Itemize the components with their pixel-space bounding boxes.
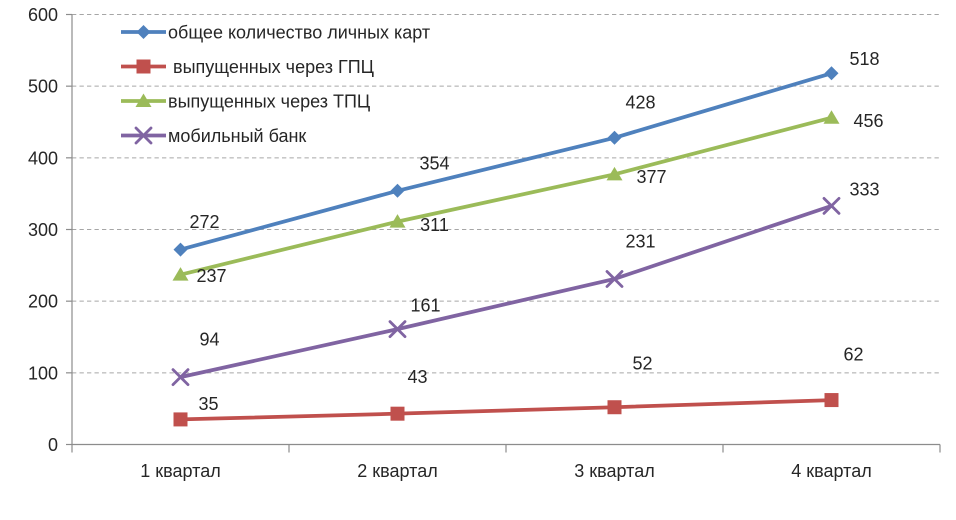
y-tick-label: 400 bbox=[28, 148, 58, 168]
data-label: 377 bbox=[636, 167, 666, 187]
data-label: 272 bbox=[189, 212, 219, 232]
triangle-marker-icon bbox=[172, 267, 189, 281]
data-label: 456 bbox=[853, 111, 883, 131]
legend-item: мобильный банк bbox=[121, 126, 306, 146]
x-marker-icon bbox=[822, 196, 841, 215]
data-label: 428 bbox=[625, 92, 655, 112]
legend-label: выпущенных через ГПЦ bbox=[168, 57, 374, 77]
data-label: 231 bbox=[625, 231, 655, 251]
gridlines bbox=[72, 14, 940, 374]
series-line-triangle bbox=[180, 115, 832, 277]
data-labels: 272 354 428 518 35 43 52 62 237 311 377 456 94 161 231… bbox=[189, 49, 883, 414]
y-tick-label: 300 bbox=[28, 220, 58, 240]
y-tick-label: 500 bbox=[28, 77, 58, 97]
legend-item: общее количество личных карт bbox=[121, 23, 430, 43]
axes bbox=[66, 13, 941, 453]
y-tick-label: 600 bbox=[28, 5, 58, 25]
data-label: 94 bbox=[199, 330, 219, 350]
x-marker-icon bbox=[171, 368, 190, 387]
x-tick-label: 4 квартал bbox=[791, 461, 871, 481]
x-tick-label: 1 квартал bbox=[140, 461, 220, 481]
data-label: 35 bbox=[198, 394, 218, 414]
x-tick-label: 2 квартал bbox=[357, 461, 437, 481]
x-tick-label: 3 квартал bbox=[574, 461, 654, 481]
square-marker-icon bbox=[824, 393, 839, 408]
diamond-marker-icon bbox=[824, 66, 839, 81]
series-line-diamond bbox=[180, 71, 833, 252]
data-label: 237 bbox=[196, 266, 226, 286]
data-label: 311 bbox=[420, 215, 449, 235]
series-markers-triangle bbox=[172, 110, 840, 281]
legend-label: мобильный банк bbox=[168, 126, 306, 146]
legend-square-icon bbox=[136, 59, 151, 74]
legend: общее количество личных карт выпущенных … bbox=[121, 23, 430, 146]
legend-label: выпущенных через ТПЦ bbox=[168, 92, 370, 112]
square-marker-icon bbox=[390, 406, 405, 421]
data-label: 62 bbox=[843, 345, 863, 365]
legend-item: выпущенных через ТПЦ bbox=[121, 92, 370, 112]
y-tick-label: 100 bbox=[28, 363, 58, 383]
legend-item: выпущенных через ГПЦ bbox=[121, 57, 374, 77]
data-label: 333 bbox=[849, 179, 879, 199]
diamond-marker-icon bbox=[390, 183, 405, 198]
legend-label: общее количество личных карт bbox=[168, 23, 430, 43]
series-markers-diamond bbox=[173, 66, 839, 257]
x-axis-labels: 1 квартал 2 квартал 3 квартал 4 квартал bbox=[140, 461, 871, 481]
series-line-square bbox=[180, 398, 832, 422]
legend-diamond-icon bbox=[136, 25, 151, 39]
diamond-marker-icon bbox=[607, 130, 622, 145]
triangle-marker-icon bbox=[389, 214, 406, 228]
triangle-marker-icon bbox=[823, 110, 840, 124]
series-markers-x bbox=[171, 196, 841, 387]
series-line-x bbox=[180, 204, 833, 379]
data-label: 354 bbox=[419, 153, 449, 173]
data-label: 161 bbox=[410, 296, 440, 316]
x-marker-icon bbox=[388, 320, 407, 339]
legend-x-icon bbox=[134, 126, 153, 145]
y-tick-label: 200 bbox=[28, 292, 58, 312]
series-markers-square bbox=[173, 393, 839, 427]
y-tick-label: 0 bbox=[48, 435, 58, 455]
square-marker-icon bbox=[173, 412, 188, 427]
data-label: 52 bbox=[632, 354, 652, 374]
data-label: 43 bbox=[407, 367, 427, 387]
data-label: 518 bbox=[849, 49, 879, 69]
legend-triangle-icon bbox=[135, 93, 152, 107]
y-axis-labels: 0 100 200 300 400 500 600 bbox=[28, 5, 58, 455]
square-marker-icon bbox=[607, 400, 622, 415]
triangle-marker-icon bbox=[606, 166, 623, 181]
diamond-marker-icon bbox=[173, 242, 188, 257]
x-marker-icon bbox=[605, 270, 624, 288]
